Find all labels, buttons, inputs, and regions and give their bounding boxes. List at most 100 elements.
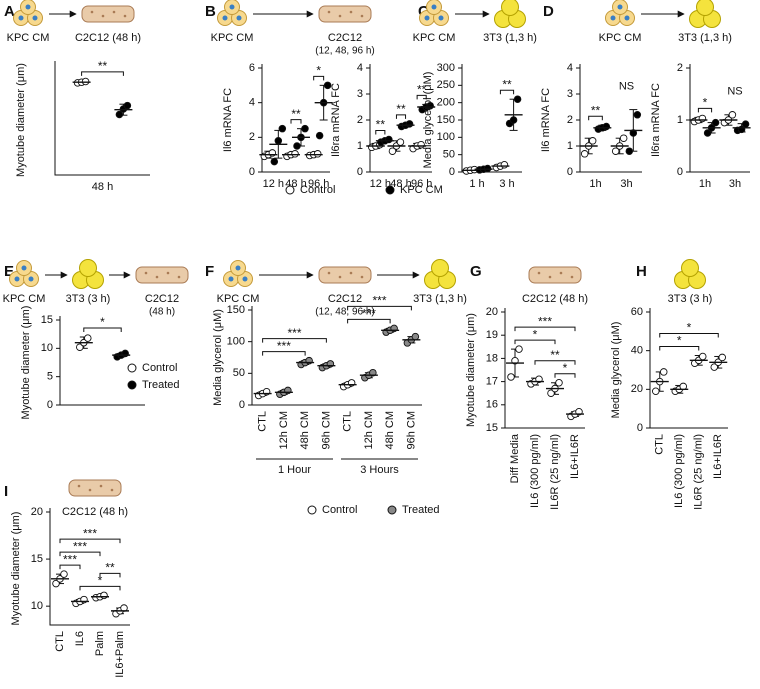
significance-label: **	[396, 102, 406, 116]
significance-label: **	[105, 561, 115, 575]
myotube-nucleus	[123, 14, 127, 18]
x-tick-label: 3 h	[499, 178, 514, 190]
significance-label: **	[417, 83, 427, 97]
axis	[54, 61, 150, 176]
y-tick-label: 0	[449, 166, 455, 178]
significance-bracket	[262, 351, 306, 356]
significance-bracket	[347, 318, 391, 324]
panel-letter: E	[4, 263, 14, 280]
y-tick-label: 2	[567, 114, 573, 126]
myotube-nucleus	[360, 275, 364, 279]
y-tick-label: 0	[239, 399, 245, 411]
adipocyte-icon	[696, 0, 714, 16]
x-tick-label: CTL	[257, 411, 269, 432]
y-tick-label: 19	[486, 329, 498, 341]
significance-bracket	[514, 326, 576, 332]
significance-label: ***	[287, 326, 301, 340]
y-tick-label: 20	[486, 306, 498, 318]
x-tick-label: 48 h	[92, 181, 113, 193]
significance-bracket	[59, 564, 81, 570]
significance-bracket	[375, 130, 386, 135]
x-tick-label: 48h CM	[299, 411, 311, 450]
significance-bracket	[59, 538, 121, 544]
cell-nucleus	[610, 15, 616, 21]
x-tick-label: 1h	[699, 178, 711, 190]
schematic-label: 3T3 (1,3 h)	[413, 293, 467, 305]
myotube-nucleus	[360, 14, 364, 18]
data-point	[84, 334, 92, 342]
data-point	[52, 579, 60, 588]
myotube-nucleus	[101, 14, 105, 18]
y-tick-label: 1	[357, 140, 363, 152]
myotube-nucleus	[349, 10, 353, 14]
y-tick-label: 4	[249, 97, 255, 109]
myotube-icon	[68, 479, 122, 497]
significance-label: **	[291, 107, 301, 121]
x-tick-label: CTL	[54, 631, 66, 652]
significance-label: *	[563, 361, 568, 375]
significance-bracket	[514, 339, 556, 345]
x-tick-label: CTL	[654, 434, 666, 455]
y-tick-label: 3	[357, 88, 363, 100]
data-point	[123, 101, 132, 110]
y-tick-label: 15	[41, 314, 53, 326]
y-tick-label: 15	[31, 553, 43, 565]
legend-label: Control	[300, 184, 335, 196]
data-point	[369, 368, 377, 377]
schematic-label: KPC CM	[217, 293, 260, 305]
significance-bracket	[416, 94, 427, 100]
y-tick-label: 2	[249, 131, 255, 143]
data-point	[60, 570, 68, 578]
y-tick-label: 4	[357, 62, 363, 74]
x-tick-label: IL6+IL6R	[569, 434, 581, 479]
cell-nucleus	[32, 15, 38, 21]
data-point	[547, 389, 555, 397]
significance-bracket	[81, 71, 124, 76]
myotube-nucleus	[327, 10, 331, 14]
significance-label: *	[316, 64, 321, 78]
myotube-nucleus	[110, 488, 114, 492]
myotube-nucleus	[338, 14, 342, 18]
significance-bracket	[659, 333, 719, 338]
myotube-nucleus	[349, 271, 353, 275]
y-axis-label: Media glycerol (μM)	[422, 72, 434, 169]
x-tick-label: 1 h	[469, 178, 484, 190]
y-tick-label: 50	[233, 367, 245, 379]
data-point	[291, 150, 299, 158]
legend-label: KPC CM	[400, 184, 443, 196]
myotube-nucleus	[548, 275, 552, 279]
myotube-nucleus	[144, 271, 148, 275]
schematic-label: C2C12 (48 h)	[75, 32, 141, 44]
x-tick-label: IL6	[74, 631, 86, 646]
myotube-nucleus	[327, 271, 331, 275]
significance-label: **	[591, 103, 601, 117]
significance-label: *	[677, 334, 682, 348]
panel-letter: A	[4, 3, 15, 20]
schematic-label: 3T3 (3 h)	[66, 293, 111, 305]
data-point	[703, 129, 712, 137]
significance-label: *	[100, 315, 105, 329]
cell-nucleus	[25, 4, 31, 10]
significance-bracket	[659, 346, 700, 351]
axis	[251, 306, 422, 406]
schematic-label: C2C12 (48 h)	[62, 506, 128, 518]
panel-letter: B	[205, 3, 216, 20]
adipocyte-icon	[431, 259, 449, 277]
data-point	[500, 160, 509, 169]
cell-nucleus	[229, 4, 235, 10]
y-axis-label: Il6 mRNA FC	[540, 88, 552, 152]
significance-label: *	[98, 574, 103, 588]
x-tick-label: 96h CM	[405, 411, 417, 450]
significance-label: ***	[362, 307, 376, 321]
data-point	[741, 120, 750, 128]
myotube-icon	[528, 266, 582, 284]
panel-letter: H	[636, 263, 647, 280]
significance-label: ***	[63, 552, 77, 566]
x-tick-label: Diff Media	[509, 433, 521, 483]
cell-nucleus	[431, 4, 437, 10]
data-point	[728, 111, 737, 119]
y-tick-label: 100	[227, 336, 245, 348]
y-tick-label: 6	[249, 62, 255, 74]
y-tick-label: 60	[631, 306, 643, 318]
significance-bracket	[395, 114, 407, 119]
